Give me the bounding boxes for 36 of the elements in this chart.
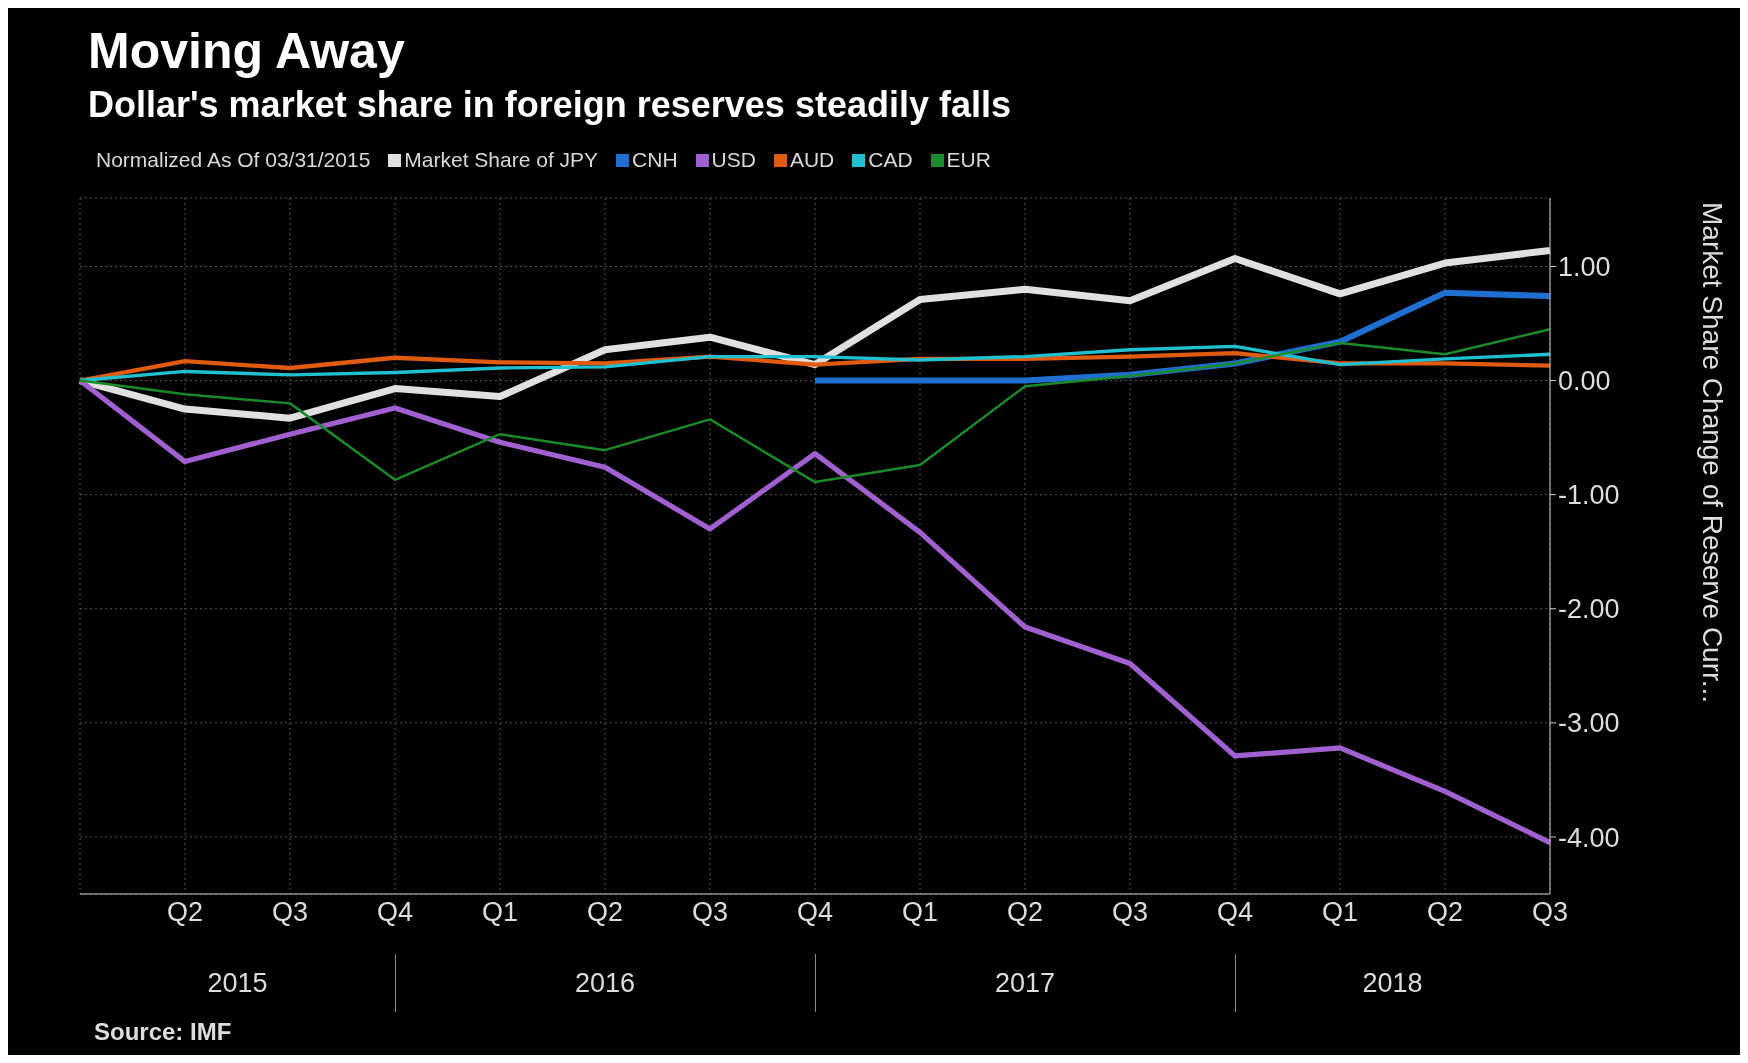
legend-label: AUD — [788, 148, 835, 172]
legend-label: EUR — [945, 148, 991, 172]
y-tick-label: 0.00 — [1558, 366, 1611, 397]
y-tick-label: -4.00 — [1558, 822, 1620, 853]
y-axis-title: Market Share Change of Reserve Curr... — [1696, 202, 1728, 704]
legend-label: Market Share of JPY — [403, 148, 599, 172]
x-tick-label: Q1 — [1321, 897, 1359, 928]
y-tick-label: -1.00 — [1558, 480, 1620, 511]
x-tick-label: Q3 — [1111, 897, 1149, 928]
x-tick-label: Q4 — [376, 897, 414, 928]
x-tick-label: Q4 — [1216, 897, 1254, 928]
legend-label: CNH — [631, 148, 678, 172]
x-tick-label: Q2 — [1426, 897, 1464, 928]
x-tick-label: Q1 — [901, 897, 939, 928]
x-tick-label: Q2 — [586, 897, 624, 928]
y-tick-label: -3.00 — [1558, 708, 1620, 739]
x-tick-label: Q3 — [1531, 897, 1569, 928]
text: 2017 — [993, 968, 1057, 999]
legend-label: CAD — [867, 148, 913, 172]
x-tick-label: Q1 — [481, 897, 519, 928]
text: 2018 — [1361, 968, 1424, 999]
text: 2016 — [573, 968, 637, 999]
source-note: Source: IMF — [94, 1018, 232, 1046]
chart-subtitle: Dollar's market share in foreign reserves steadily falls — [88, 84, 1012, 126]
line-series — [78, 327, 1552, 484]
x-tick-label: Q4 — [796, 897, 834, 928]
x-tick-label: Q2 — [166, 897, 204, 928]
text: 2015 — [206, 968, 269, 999]
y-tick-label: 1.00 — [1558, 252, 1611, 283]
x-tick-label: Q3 — [691, 897, 729, 928]
x-tick-label: Q2 — [1006, 897, 1044, 928]
chart-title: Moving Away — [88, 22, 406, 80]
y-tick-label: -2.00 — [1558, 594, 1620, 625]
x-tick-label: Q3 — [271, 897, 309, 928]
legend-title: Normalized As Of 03/31/2015 — [96, 148, 371, 172]
legend-label: USD — [710, 148, 756, 172]
